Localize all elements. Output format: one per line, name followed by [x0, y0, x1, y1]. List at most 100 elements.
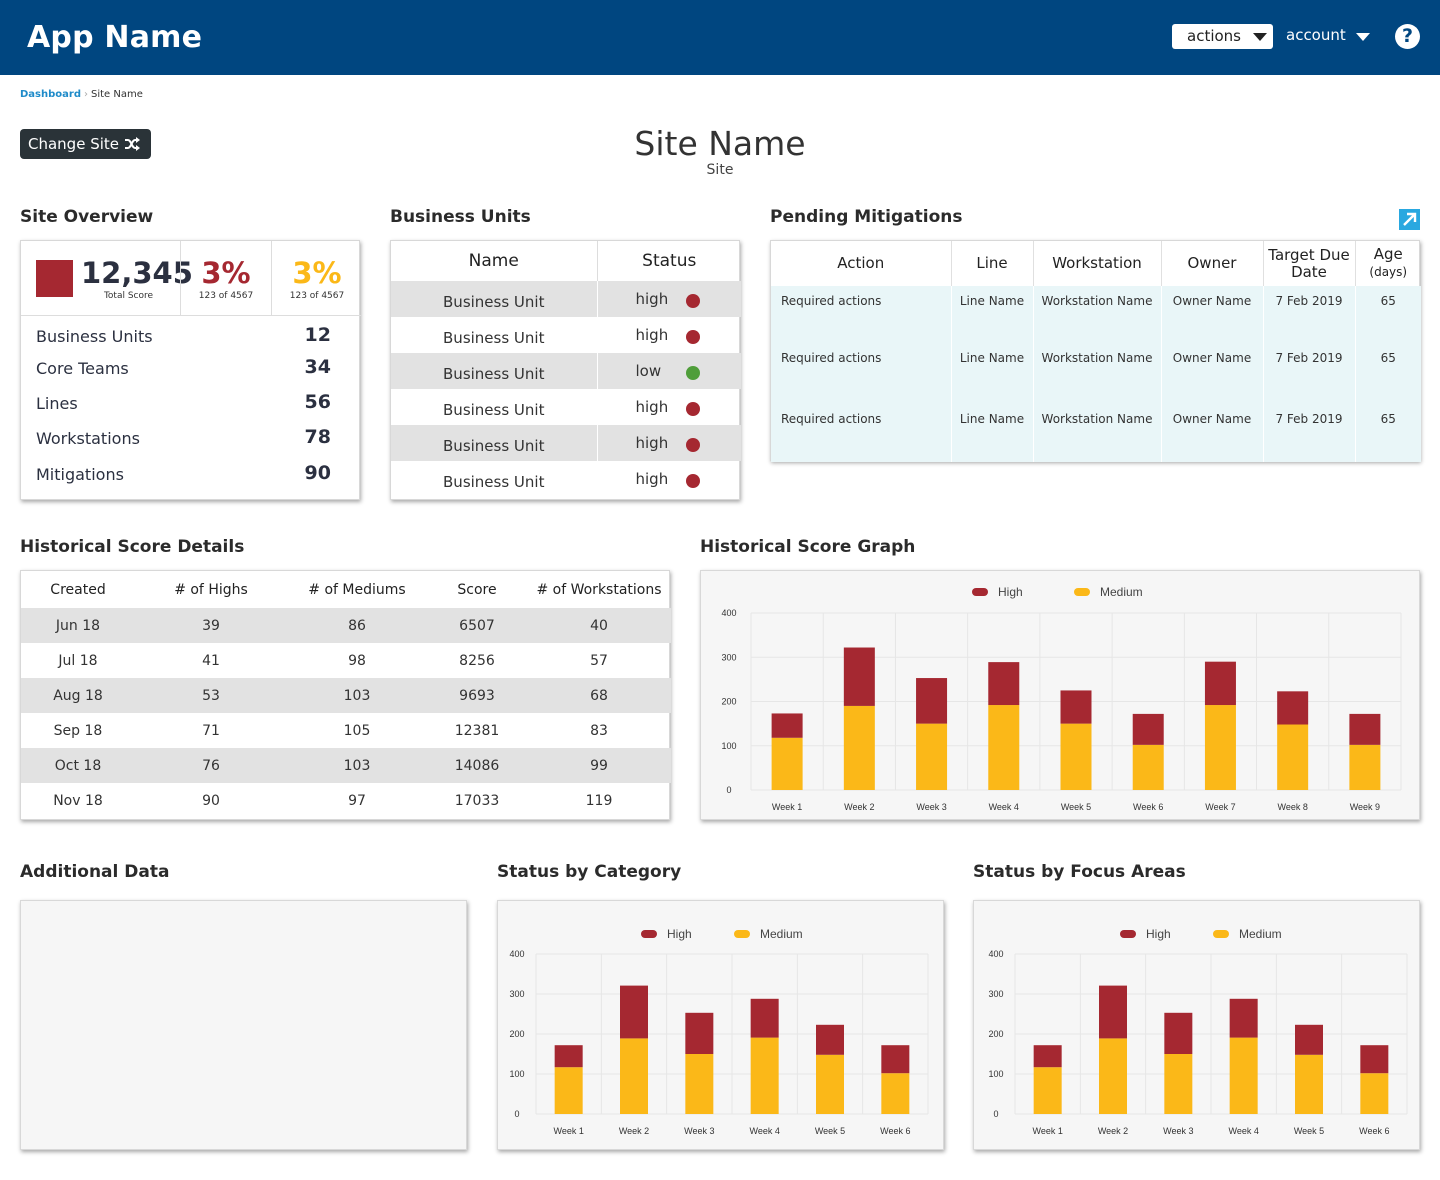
table-row[interactable]: Business Unit high [391, 281, 741, 317]
table-row[interactable]: Business Unit high [391, 461, 741, 497]
status-by-focus-title: Status by Focus Areas [973, 862, 1186, 882]
bar-high [1295, 1024, 1323, 1055]
column-header-target-due-date[interactable]: Target Due Date [1263, 241, 1356, 286]
table-row[interactable]: Required actions Line Name Workstation N… [771, 343, 1421, 404]
cell-mediums: 86 [287, 608, 427, 643]
status-text: low [635, 362, 662, 380]
table-row[interactable]: Required actions Line Name Workstation N… [771, 286, 1421, 343]
cell-mediums: 103 [287, 748, 427, 783]
business-units-card: Name Status Business Unit high Business … [390, 240, 741, 500]
business-unit-status: high [597, 461, 741, 497]
cell-created: Jul 18 [58, 652, 98, 669]
column-header-workstation[interactable]: Workstation [1033, 241, 1162, 286]
total-score: 12,345 [81, 256, 193, 290]
historical-details-title: Historical Score Details [20, 537, 245, 557]
actions-dropdown[interactable]: actions [1172, 24, 1273, 49]
legend-label-medium: Medium [1239, 927, 1282, 941]
column-header-highs[interactable]: # of Highs [174, 581, 248, 598]
bar-medium [620, 1038, 648, 1114]
cell-score: 6507 [427, 608, 527, 643]
table-row[interactable]: Business Unit low [391, 353, 741, 389]
historical-graph-card: 0 100 200 300 400 Week 1 Week 2 Week 3 Week 4 Wee… [700, 570, 1420, 820]
x-tick-label: Week 3 [916, 802, 946, 812]
x-tick-label: Week 2 [619, 1126, 649, 1136]
column-header-created[interactable]: Created [50, 581, 106, 598]
overview-row-workstations: Workstations 78 [36, 424, 346, 454]
business-unit-name: Business Unit [391, 353, 598, 389]
status-by-category-chart: 0 100 200 300 400 Week 1 Week 2 Week 3 Week 4 Wee… [509, 927, 929, 1136]
business-units-title: Business Units [390, 207, 531, 227]
account-dropdown[interactable]: account [1286, 26, 1376, 48]
column-header-name[interactable]: Name [391, 241, 598, 281]
bar-high [1060, 690, 1092, 724]
column-header-age[interactable]: Age (days) [1355, 241, 1421, 286]
column-header-mediums[interactable]: # of Mediums [308, 581, 406, 598]
bar-medium [1229, 1037, 1258, 1114]
cell-created: Aug 18 [21, 678, 135, 713]
mitigation-action: Required actions [771, 286, 952, 343]
external-link-icon[interactable] [1399, 209, 1420, 230]
change-site-label: Change Site [28, 135, 119, 153]
bar-high [620, 985, 648, 1039]
column-header-line[interactable]: Line [951, 241, 1034, 286]
table-row[interactable]: Business Unit high [391, 389, 741, 425]
mitigation-owner: Owner Name [1161, 404, 1264, 462]
legend-swatch-medium [734, 930, 750, 938]
bar-medium [554, 1067, 583, 1114]
breadcrumb-dashboard-link[interactable]: Dashboard [20, 89, 81, 100]
status-text: high [635, 398, 669, 416]
legend-swatch-medium [1074, 588, 1090, 596]
table-row[interactable]: Business Unit high [391, 317, 741, 353]
high-percent-label: 123 of 4567 [198, 291, 254, 301]
column-header-workstations[interactable]: # of Workstations [536, 581, 662, 598]
table-row[interactable]: Jul 18 41 98 8256 57 [21, 643, 671, 678]
overview-row-label: Core Teams [36, 359, 129, 378]
table-row[interactable]: Nov 18 90 97 17033 119 [21, 783, 671, 818]
app-name[interactable]: App Name [27, 20, 203, 55]
mitigation-due-date: 7 Feb 2019 [1263, 343, 1356, 404]
y-tick-label: 0 [726, 785, 731, 795]
y-tick-label: 200 [988, 1029, 1003, 1039]
y-tick-label: 300 [721, 652, 736, 662]
chevron-down-icon [1356, 33, 1370, 41]
cell-created: Sep 18 [53, 722, 103, 739]
help-icon[interactable]: ? [1395, 24, 1420, 49]
bar-high [916, 678, 948, 724]
mitigation-action: Required actions [771, 404, 952, 462]
business-unit-status: high [597, 425, 741, 461]
column-header-status[interactable]: Status [642, 251, 697, 271]
cell-workstations: 40 [527, 608, 671, 643]
table-row[interactable]: Required actions Line Name Workstation N… [771, 404, 1421, 462]
bar-medium [816, 1054, 844, 1114]
legend-label-high: High [667, 927, 692, 941]
table-row[interactable]: Aug 18 53 103 9693 68 [21, 678, 671, 713]
status-dot-high [685, 474, 700, 488]
x-tick-label: Week 6 [1359, 1126, 1389, 1136]
change-site-button[interactable]: Change Site [20, 129, 151, 159]
top-navbar: App Name actions account ? [0, 0, 1440, 75]
x-tick-label: Week 5 [1061, 802, 1091, 812]
mitigation-workstation: Workstation Name [1033, 404, 1162, 462]
table-row[interactable]: Oct 18 76 103 14086 99 [21, 748, 671, 783]
column-header-score[interactable]: Score [457, 581, 497, 598]
bar-high [1132, 713, 1164, 745]
business-units-table: Name Status Business Unit high Business … [391, 241, 741, 497]
bar-medium [916, 723, 948, 790]
status-dot-high [685, 330, 700, 344]
table-row[interactable]: Business Unit high [391, 425, 741, 461]
bar-medium [1277, 724, 1309, 790]
mitigation-line: Line Name [951, 286, 1034, 343]
bar-medium [771, 737, 803, 790]
breadcrumb: Dashboard › Site Name [20, 89, 143, 100]
column-header-action[interactable]: Action [771, 241, 952, 286]
y-tick-label: 400 [509, 949, 524, 959]
bar-high [843, 647, 875, 706]
bar-medium [881, 1073, 910, 1114]
table-row[interactable]: Jun 18 39 86 6507 40 [21, 608, 671, 643]
overview-row-value: 90 [304, 462, 331, 484]
overview-summary: 12,345 Total Score 3% 123 of 4567 3% 123… [21, 241, 361, 316]
status-text: high [635, 290, 669, 308]
table-row[interactable]: Sep 18 71 105 12381 83 [21, 713, 671, 748]
column-header-owner[interactable]: Owner [1161, 241, 1264, 286]
legend-swatch-high [972, 588, 988, 596]
